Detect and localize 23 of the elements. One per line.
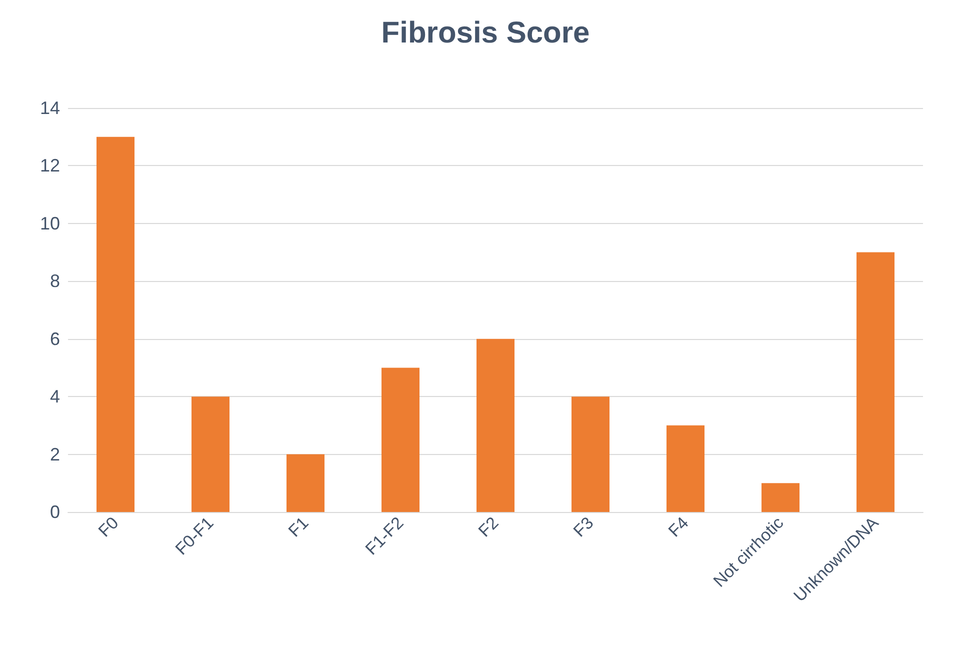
y-tick-label: 6 — [50, 328, 60, 349]
bar — [666, 425, 704, 512]
y-tick-label: 8 — [50, 271, 60, 292]
bar — [192, 396, 230, 512]
y-tick-label: 4 — [50, 386, 60, 407]
x-tick-label: F3 — [570, 513, 598, 541]
bar — [286, 454, 324, 512]
y-tick-label: 0 — [50, 502, 60, 522]
bar — [762, 483, 800, 512]
x-tick-label: F2 — [474, 513, 502, 541]
x-tick-label: F1 — [284, 513, 312, 541]
bar — [382, 368, 420, 512]
y-tick-label: 10 — [40, 213, 60, 234]
y-tick-label: 12 — [40, 156, 60, 176]
x-tick-label: F4 — [664, 513, 692, 541]
bar — [856, 252, 894, 512]
bar — [476, 338, 514, 512]
x-tick-label: F0 — [94, 513, 122, 541]
y-tick-label: 14 — [40, 98, 60, 118]
bar — [572, 396, 610, 512]
chart-title: Fibrosis Score — [381, 16, 590, 50]
bar — [96, 136, 134, 512]
y-tick-label: 2 — [50, 444, 60, 464]
